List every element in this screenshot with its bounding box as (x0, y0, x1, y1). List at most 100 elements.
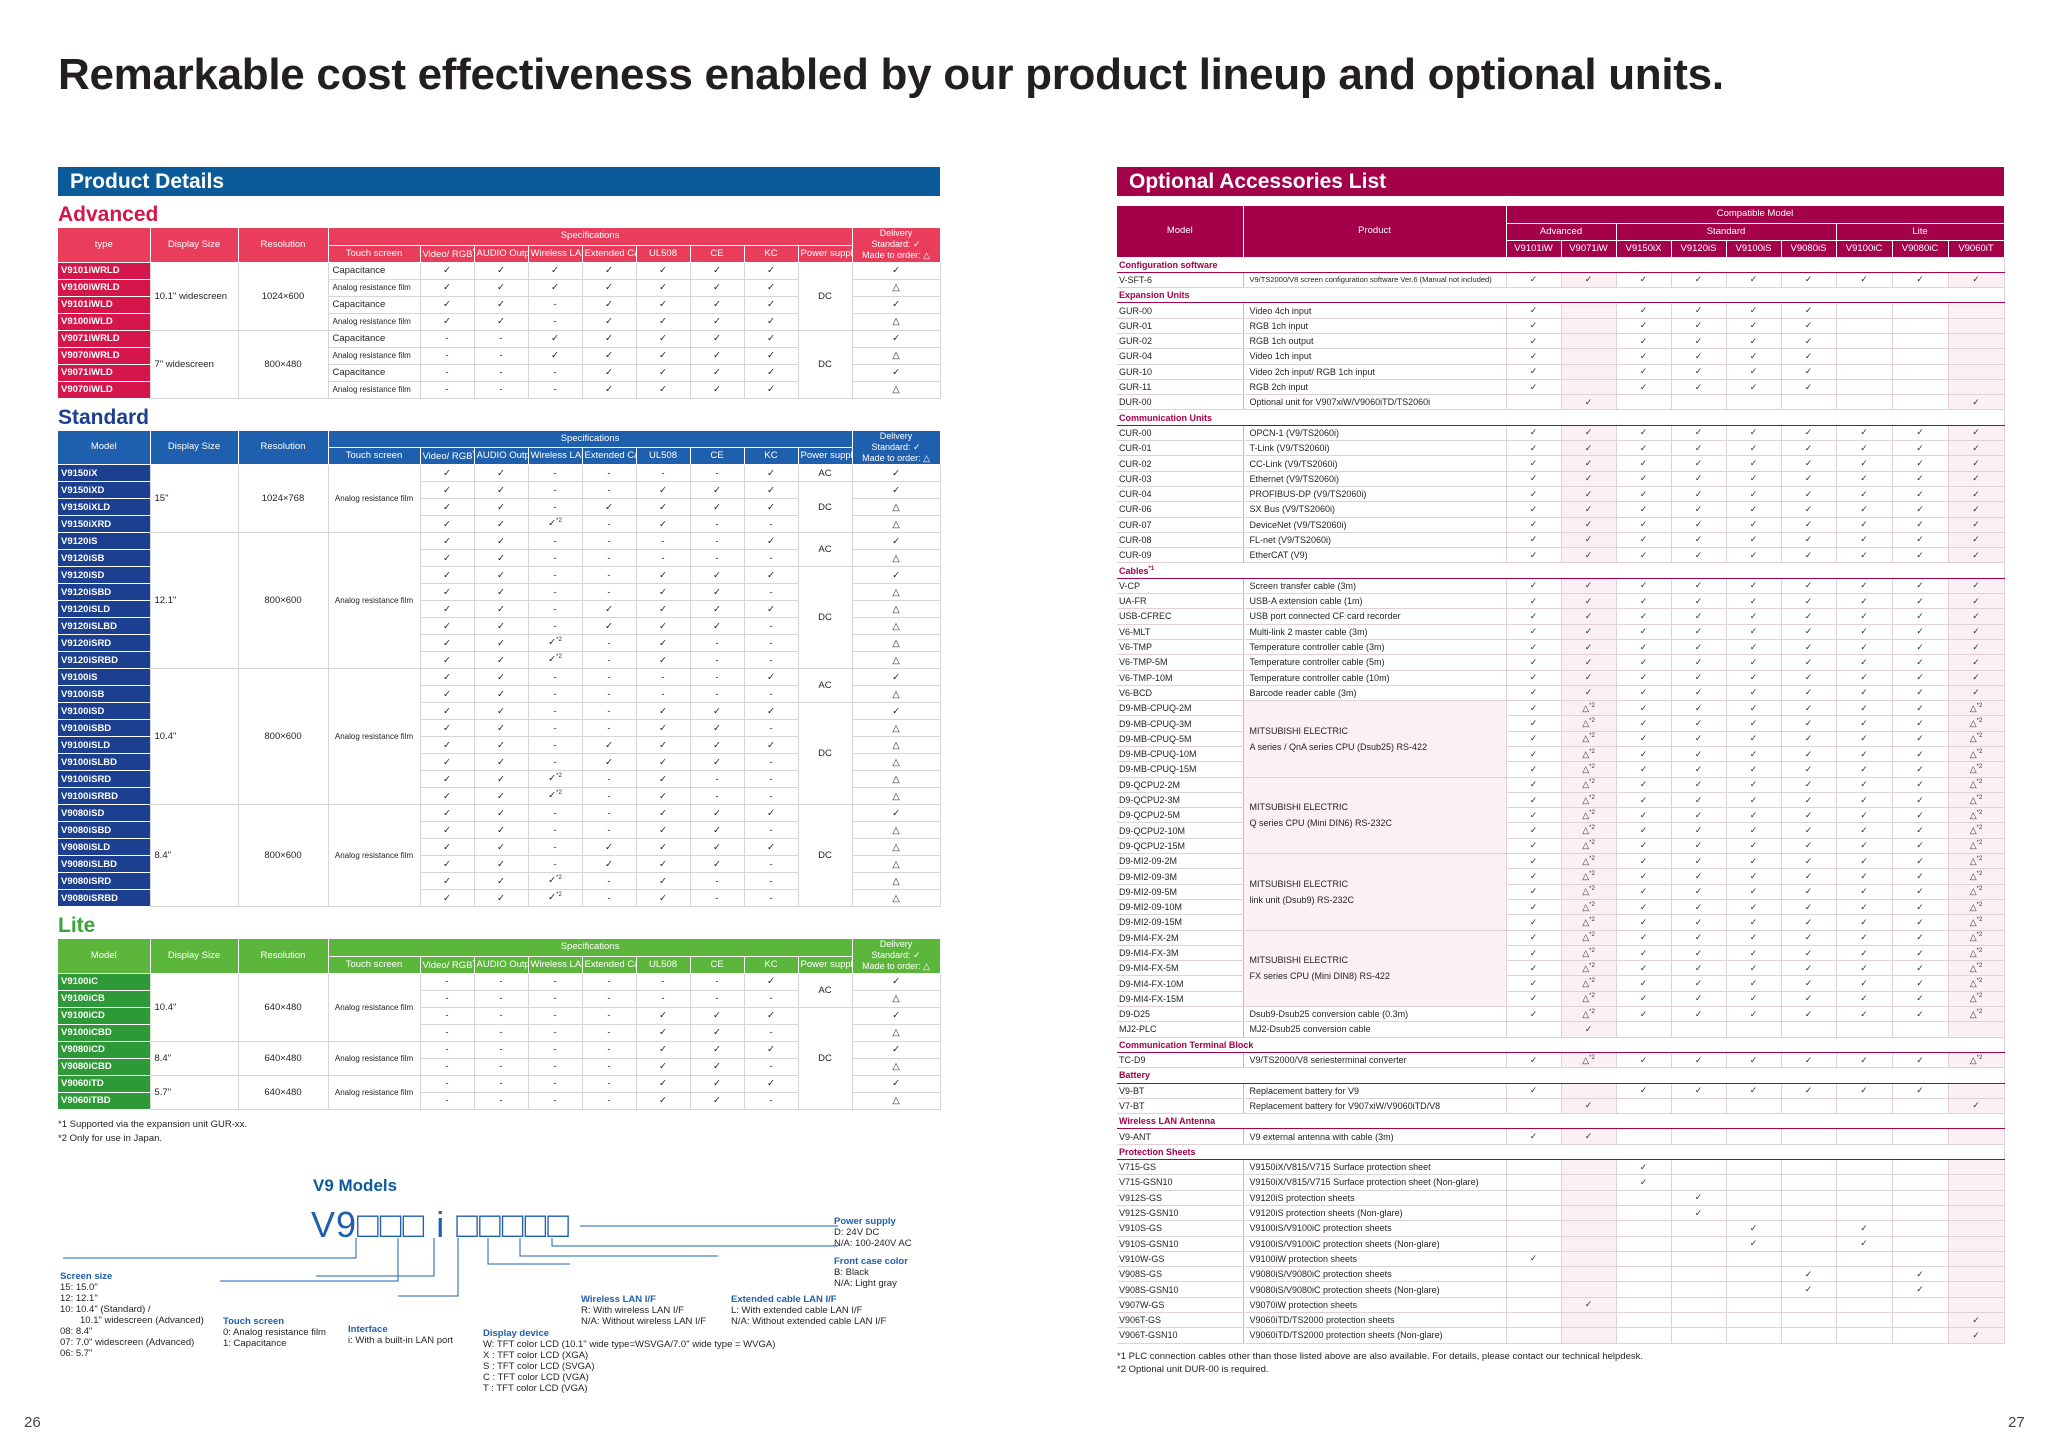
col-specifications: Specifications (328, 430, 853, 448)
spec-mark: ✓ (420, 549, 475, 567)
compat-mark (1561, 302, 1617, 319)
compat-mark: ✓ (1506, 547, 1562, 564)
compat-mark: ✓ (1836, 853, 1893, 870)
footnote-marker: *2 (1976, 702, 1983, 709)
touch-screen: Analog resistance film (328, 279, 421, 297)
compat-mark: ✓ (1671, 1190, 1727, 1206)
table-row: V9150iXLD ✓ ✓ - ✓ ✓ ✓ ✓ △ (58, 498, 941, 516)
compat-mark: ✓ (1781, 930, 1837, 946)
spec-mark: ✓ (690, 1007, 745, 1025)
spec-mark: - (690, 973, 745, 991)
spec-mark: - (528, 804, 583, 822)
accessory-product: V9150iX/V815/V715 Surface protection she… (1243, 1159, 1507, 1176)
compat-mark: ✓ (1671, 455, 1727, 472)
compat-mark (1561, 333, 1617, 350)
accessory-model: D9-MB-CPUQ-15M (1117, 761, 1244, 778)
footnote-marker: *2 (1589, 763, 1595, 770)
accessory-model: CUR-06 (1117, 501, 1244, 518)
delivery-mark: △ (852, 770, 941, 788)
compat-mark: ✓ (1671, 593, 1727, 610)
touch-screen-line: 1: Capacitance (223, 1338, 287, 1349)
spec-mark: ✓ (582, 313, 637, 331)
spec-mark: - (636, 549, 691, 567)
accessory-model: V912S-GS (1117, 1190, 1244, 1206)
screen-size-legend: Screen size 15: 15.0" 12: 12.1" 10: 10.4… (60, 1271, 204, 1359)
compat-mark: ✓ (1671, 838, 1727, 855)
compat-mark (1892, 302, 1949, 319)
compat-mark: ✓ (1616, 700, 1672, 717)
compat-mark: ✓ (1836, 1006, 1893, 1023)
compat-mark (1561, 1190, 1617, 1206)
spec-mark: - (528, 498, 583, 516)
advanced-table-body: V9101iWRLD 10.1" widescreen 1024×600 Capaci… (58, 262, 941, 399)
compat-mark (1561, 318, 1617, 334)
compat-mark: ✓ (1671, 302, 1727, 319)
category-row: Configuration software (1117, 257, 2005, 273)
lite-heading: Lite (58, 914, 96, 937)
spec-mark: ✓ (690, 1092, 745, 1110)
spec-mark: - (528, 821, 583, 839)
accessory-row: D9-MI2-09-15M ✓ △*2 ✓ ✓ ✓ ✓ ✓ ✓ △*2 (1117, 914, 2005, 931)
compat-mark (1948, 1236, 2005, 1252)
compat-mark: ✓ (1726, 991, 1782, 1008)
compat-mark (1616, 1190, 1672, 1206)
accessory-row: CUR-06 SX Bus (V9/TS2060i) ✓ ✓ ✓ ✓ ✓ ✓ ✓ ✓ ✓ (1117, 501, 2005, 518)
compat-mark: ✓ (1836, 991, 1893, 1008)
spec-mark: ✓ (744, 498, 799, 516)
footnote-marker: *2 (1589, 779, 1595, 786)
compat-mark (1836, 1297, 1893, 1313)
display-size: 15" (150, 464, 239, 533)
spec-mark: ✓ (420, 634, 475, 652)
accessory-product-line: FX series CPU (Mini DIN8) RS-422 (1249, 971, 1391, 982)
compat-mark: ✓ (1506, 731, 1562, 748)
spec-mark: - (474, 1024, 529, 1042)
display-device-heading: Display device (483, 1328, 550, 1339)
accessory-model: CUR-08 (1117, 532, 1244, 549)
footnote-marker: *2 (1589, 886, 1595, 893)
footnote-marker: *2 (1976, 748, 1983, 755)
spec-mark: ✓ (744, 702, 799, 720)
spec-mark: ✓ (690, 481, 745, 499)
compat-mark (1836, 394, 1893, 411)
col-ul508: UL508 (636, 447, 691, 465)
compat-mark: ✓ (1726, 578, 1782, 595)
delivery-deliv: Delivery (879, 228, 913, 239)
delivery-mark: △ (852, 990, 941, 1008)
wireless-lan-legend: Wireless LAN I/F R: With wireless LAN I/… (581, 1294, 706, 1327)
compat-mark: ✓ (1726, 960, 1782, 977)
compat-mark: △*2 (1561, 960, 1617, 977)
accessory-row: D9-QCPU2-15M ✓ △*2 ✓ ✓ ✓ ✓ ✓ ✓ △*2 (1117, 838, 2005, 855)
footnote-marker: *2 (1976, 901, 1983, 908)
spec-mark: ✓ (636, 1074, 691, 1093)
spec-mark: ✓ (582, 600, 637, 618)
compat-mark: ✓ (1836, 1052, 1893, 1069)
spec-mark: - (528, 549, 583, 567)
spec-mark: ✓ (420, 855, 475, 873)
table-row: V9100iS 10.4" 800×600 Analog resistance fil… (58, 668, 941, 805)
spec-mark: - (582, 549, 637, 567)
spec-mark: ✓ (420, 872, 475, 890)
accessory-product: Screen transfer cable (3m) (1243, 578, 1507, 595)
delivery-mark: △ (852, 549, 941, 567)
model-name: V9101iWLD (58, 296, 151, 314)
compat-mark: ✓ (1836, 868, 1893, 885)
footnote-marker: *2 (1976, 993, 1983, 1000)
category-label: Configuration software (1117, 257, 2005, 273)
compat-mark: ✓ (1506, 1083, 1562, 1099)
model-name: V9100iCD (58, 1007, 151, 1025)
accessory-model: GUR-04 (1117, 348, 1244, 365)
compat-mark: △*2 (1561, 914, 1617, 931)
compat-mark: ✓ (1948, 532, 2005, 549)
accessory-model: TC-D9 (1117, 1052, 1244, 1069)
display-size: 8.4" (150, 1040, 239, 1076)
compat-mark: ✓ (1506, 593, 1562, 610)
compat-mark: ✓ (1726, 318, 1782, 334)
advanced-spec-table: type Display Size Resolution Specifications… (58, 228, 941, 399)
compat-mark (1836, 1312, 1893, 1329)
spec-mark: ✓ (690, 583, 745, 601)
compat-mark: ✓ (1616, 547, 1672, 564)
table-row: V9120iSRD ✓ ✓ ✓*2- ✓ - - △ (58, 634, 941, 652)
compat-mark: ✓ (1892, 1266, 1949, 1283)
power-supply-legend: Power supply D: 24V DC N/A: 100-240V AC (834, 1216, 912, 1249)
